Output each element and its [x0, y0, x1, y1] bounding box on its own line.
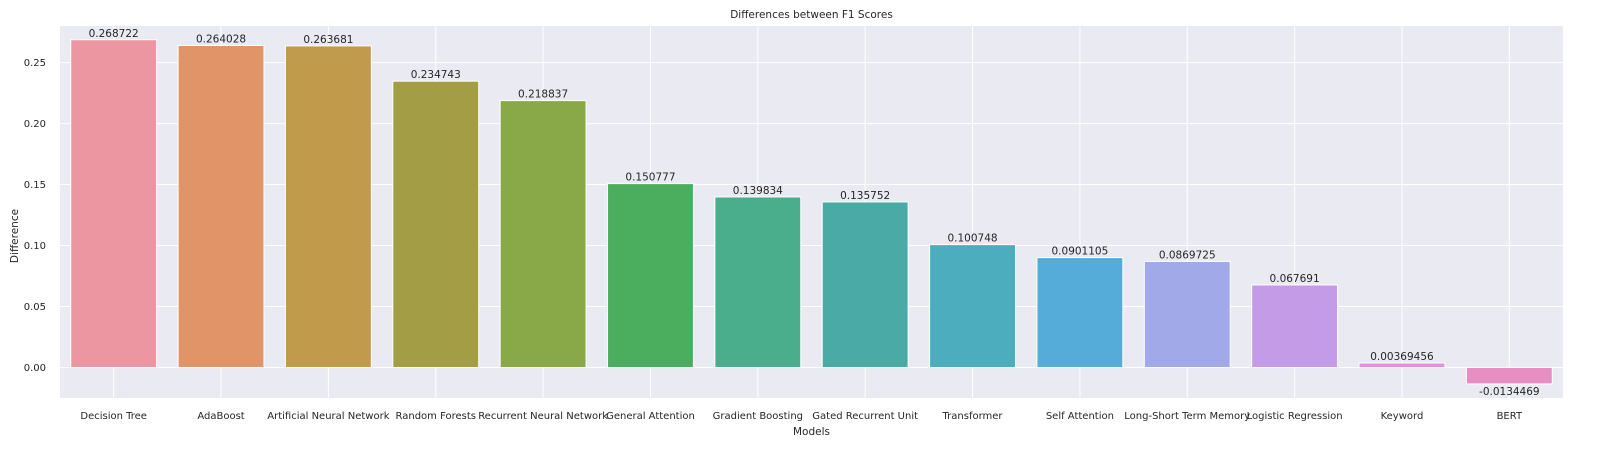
data-label: 0.00369456	[1370, 351, 1434, 363]
data-label: 0.268722	[89, 28, 139, 40]
x-tick-label: Keyword	[1381, 411, 1424, 422]
x-tick-label: Gated Recurrent Unit	[812, 411, 918, 422]
bar	[70, 39, 158, 369]
chart-title: Differences between F1 Scores	[730, 9, 893, 21]
bar	[1036, 257, 1124, 369]
x-tick-label: Random Forests	[396, 411, 476, 422]
bar	[1143, 260, 1231, 369]
y-tick-label: 0.25	[24, 58, 46, 69]
bar	[821, 201, 909, 369]
bar	[177, 44, 265, 369]
data-label: 0.100748	[947, 233, 997, 245]
data-label: 0.135752	[840, 190, 890, 202]
y-tick-label: 0.20	[24, 119, 46, 130]
y-tick-label: 0.05	[24, 302, 46, 313]
y-tick-label: 0.10	[24, 241, 46, 252]
data-label: 0.0869725	[1159, 249, 1216, 261]
bar	[499, 100, 587, 369]
data-label: 0.0901105	[1052, 246, 1109, 258]
data-label: 0.218837	[518, 89, 568, 101]
y-tick-label: 0.15	[24, 180, 46, 191]
bar	[714, 196, 802, 369]
x-tick-label: Decision Tree	[80, 411, 147, 422]
y-axis-title: Difference	[9, 209, 21, 263]
x-tick-label: Recurrent Neural Network	[478, 411, 608, 422]
x-tick-label: Artificial Neural Network	[267, 411, 389, 422]
bar	[1251, 284, 1339, 369]
bar	[392, 80, 480, 369]
x-tick-label: BERT	[1497, 411, 1523, 422]
bar	[1465, 367, 1553, 385]
data-label: 0.234743	[411, 69, 461, 81]
data-label: 0.263681	[303, 34, 353, 46]
bar	[607, 183, 694, 369]
y-tick-label: 0.00	[24, 363, 46, 374]
x-tick-label: General Attention	[606, 411, 695, 422]
x-tick-label: Self Attention	[1046, 411, 1114, 422]
bars	[70, 39, 1553, 385]
bar	[284, 45, 372, 369]
data-label: 0.150777	[625, 172, 675, 184]
x-tick-label: Logistic Regression	[1247, 411, 1343, 422]
data-label: -0.0134469	[1479, 386, 1540, 398]
data-label: 0.264028	[196, 33, 246, 45]
x-axis-title: Models	[793, 426, 830, 438]
x-tick-label: Long-Short Term Memory	[1124, 411, 1250, 422]
y-tick-labels: 0.00 0.05 0.10 0.15 0.20 0.25	[24, 58, 46, 374]
data-label: 0.139834	[733, 185, 783, 197]
bar	[929, 244, 1016, 369]
x-tick-label: Transformer	[942, 411, 1004, 422]
x-tick-label: Gradient Boosting	[713, 411, 803, 422]
x-tick-label: AdaBoost	[197, 411, 244, 422]
x-tick-labels: Decision Tree AdaBoost Artificial Neural N…	[80, 411, 1523, 422]
data-labels: 0.268722 0.264028 0.263681 0.234743 0.218837…	[89, 28, 1540, 398]
data-label: 0.067691	[1270, 273, 1320, 285]
bar	[1358, 362, 1446, 369]
